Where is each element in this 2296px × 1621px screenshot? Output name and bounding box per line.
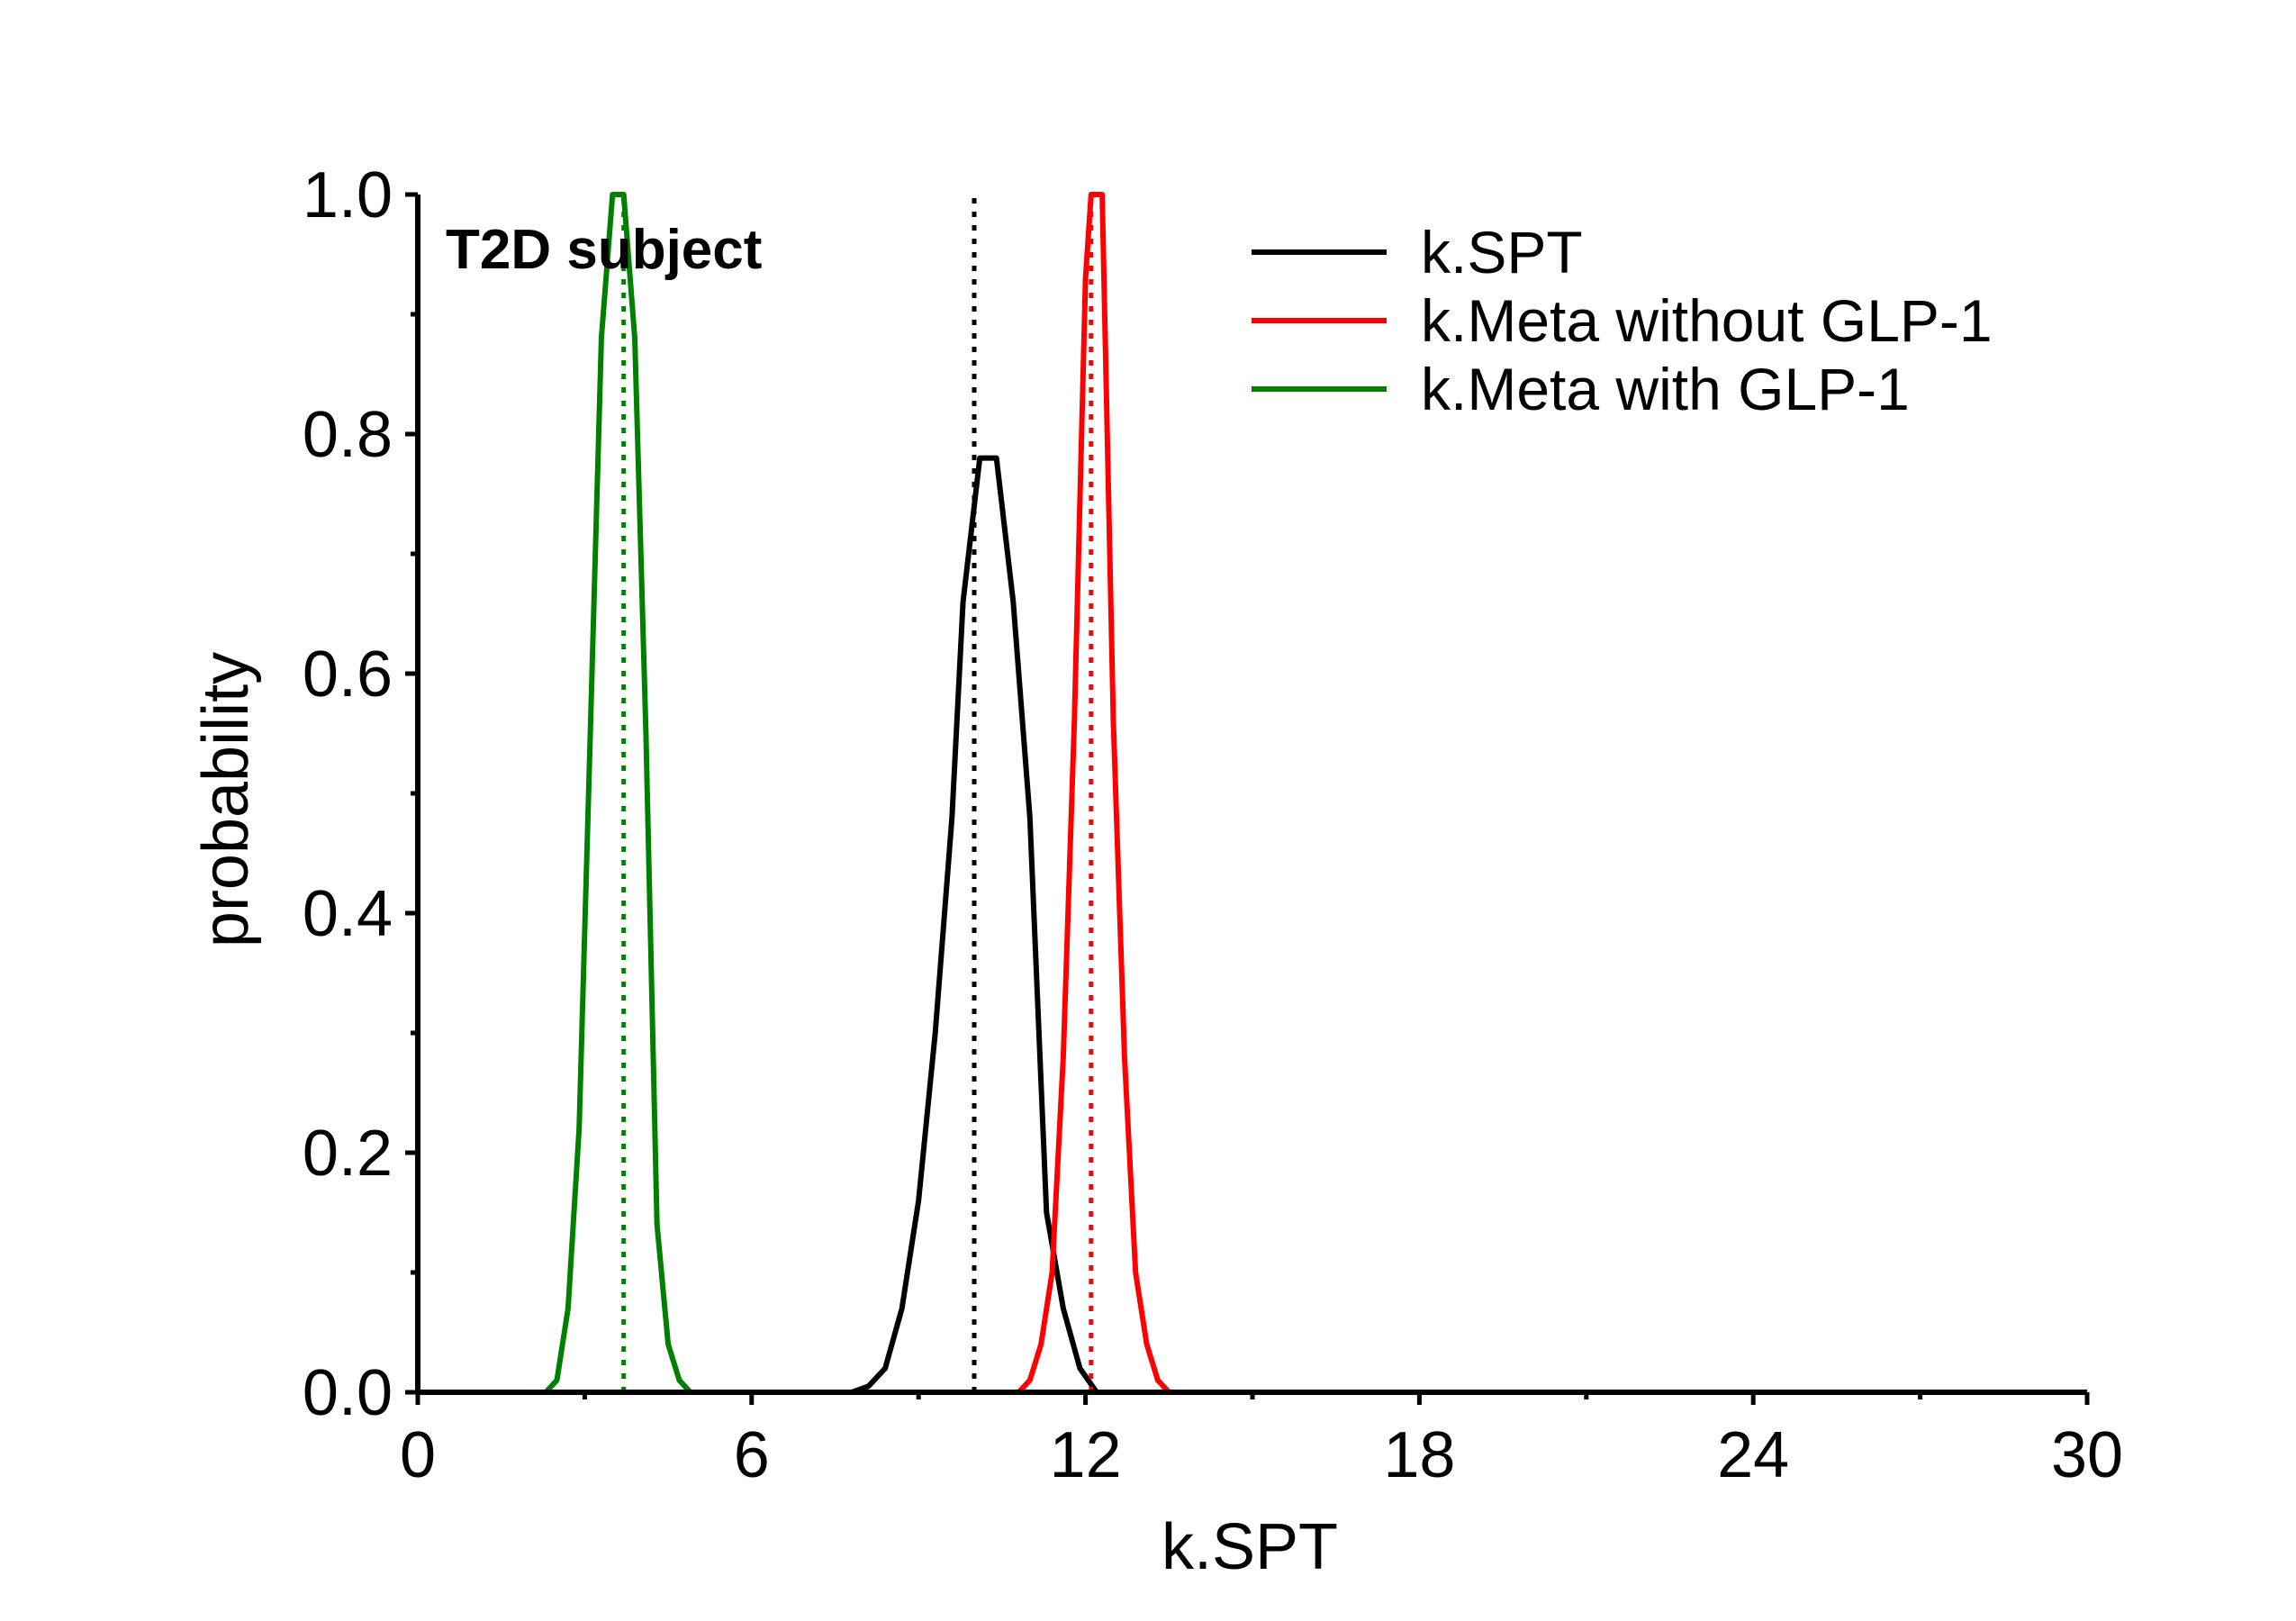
y-tick-label: 0.6 [303,638,393,711]
axes: 0 6 12 18 24 30 0.0 0.2 0.4 0.6 0.8 1.0 [303,159,2123,1491]
legend-label-2: k.Meta with GLP-1 [1421,356,1910,422]
x-tick-label: 24 [1717,1419,1789,1491]
legend-label-1: k.Meta without GLP-1 [1421,287,1993,354]
plot-area [543,192,1171,1395]
x-tick-label: 6 [734,1419,770,1491]
x-tick-label: 18 [1383,1419,1455,1491]
y-tick-label: 0.2 [303,1118,393,1190]
y-tick-label: 0.0 [303,1357,393,1429]
x-axis-title: k.SPT [1162,1511,1338,1583]
y-tick-label: 1.0 [303,159,393,231]
series-line-1 [1017,192,1171,1395]
legend-label-0: k.SPT [1421,219,1583,285]
y-tick-label: 0.4 [303,878,393,950]
series-line-2 [543,192,702,1395]
x-tick-label: 30 [2051,1419,2123,1491]
y-axis-title: probability [190,652,262,947]
x-tick-label: 0 [400,1419,436,1491]
annotation-label: T2D subject [446,219,762,281]
x-tick-label: 12 [1050,1419,1122,1491]
y-tick-label: 0.8 [303,399,393,471]
